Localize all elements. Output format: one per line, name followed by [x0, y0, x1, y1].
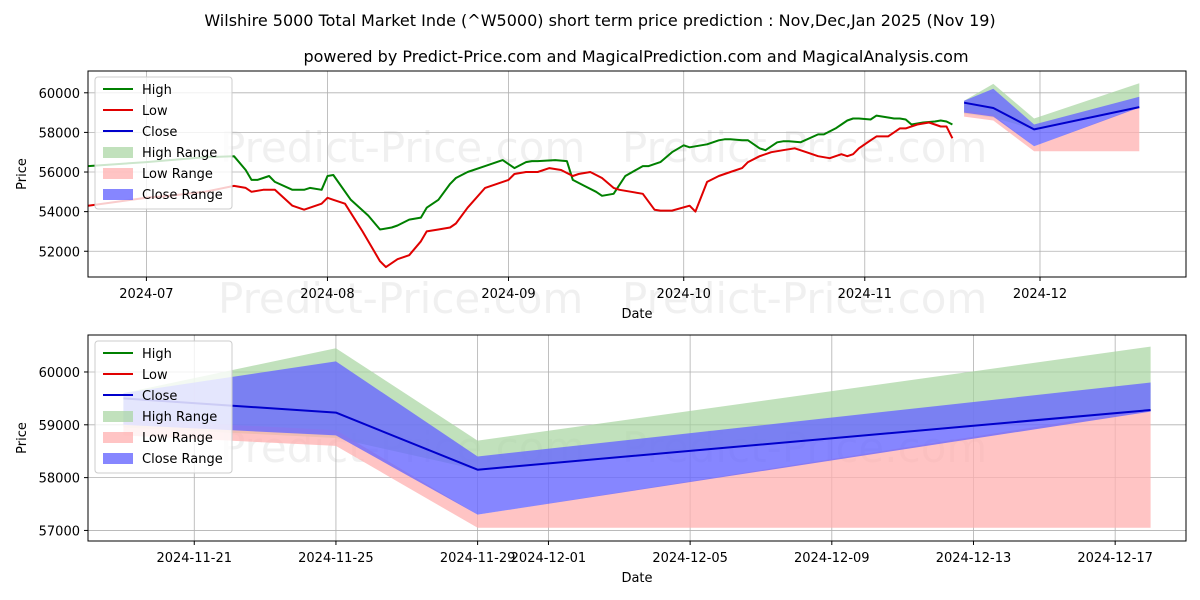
legend-low-range-swatch [103, 432, 133, 443]
legend-high-label: High [142, 347, 172, 362]
legend-high-range-swatch [103, 411, 133, 422]
legend-close-range-label: Close Range [142, 452, 223, 467]
x-tick-label: 2024-10 [657, 287, 711, 302]
chart-legend: High Low Close High Range Low Range Close Ran… [94, 76, 233, 210]
watermark-text: Predict-Price.com [622, 274, 987, 323]
y-axis-label: Price [15, 422, 30, 454]
legend-low-label: Low [142, 368, 168, 383]
chart-subtitle: powered by Predict-Price.com and Magical… [303, 47, 968, 66]
x-axis-label: Date [621, 571, 652, 586]
x-tick-label: 2024-12-05 [652, 551, 728, 566]
legend-close-range-swatch [103, 453, 133, 464]
legend-high-range-label: High Range [142, 410, 217, 425]
forecast-chart-panel: Predict-Price.comPredict-Price.com2024-1… [15, 334, 1187, 586]
legend-close-label: Close [142, 389, 177, 404]
x-tick-label: 2024-09 [481, 287, 535, 302]
y-axis-label: Price [15, 158, 30, 190]
legend-low-label: Low [142, 104, 168, 119]
watermark-text: Predict-Price.com [220, 123, 585, 172]
y-tick-label: 57000 [39, 524, 80, 539]
x-axis-label: Date [621, 307, 652, 322]
legend-close-label: Close [142, 125, 177, 140]
low-range-band [123, 408, 1151, 528]
legend-close-range-label: Close Range [142, 188, 223, 203]
watermark-text: Predict-Price.com [218, 274, 583, 323]
close-range-band [123, 361, 1151, 515]
y-tick-label: 52000 [39, 245, 80, 260]
low-range-band [964, 106, 1140, 152]
y-tick-label: 59000 [39, 419, 80, 434]
legend-close-range-swatch [103, 189, 133, 200]
legend-high-range-label: High Range [142, 146, 217, 161]
x-tick-label: 2024-11-25 [298, 551, 374, 566]
x-tick-label: 2024-08 [300, 287, 354, 302]
close-range-band [964, 88, 1140, 147]
y-tick-label: 58000 [39, 472, 80, 487]
x-tick-label: 2024-12-13 [936, 551, 1012, 566]
history-chart-panel: Predict-Price.com Predict-Price.com Predic… [15, 70, 1187, 323]
x-tick-label: 2024-11 [838, 287, 892, 302]
legend-low-range-label: Low Range [142, 167, 213, 182]
plot-area [88, 83, 1140, 269]
axes-frame [87, 70, 1187, 278]
low-series-line [88, 121, 954, 269]
chart-legend: High Low Close High Range Low Range Close Ran… [94, 340, 233, 474]
x-tick-label: 2024-11-29 [440, 551, 516, 566]
axes-frame [87, 334, 1187, 542]
y-tick-label: 58000 [39, 126, 80, 141]
y-tick-label: 60000 [39, 366, 80, 381]
x-tick-label: 2024-07 [119, 287, 173, 302]
y-tick-label: 56000 [39, 166, 80, 181]
y-tick-label: 60000 [39, 87, 80, 102]
watermark-text: Predict-Price.com [622, 123, 987, 172]
legend-low-range-swatch [103, 168, 133, 179]
x-tick-label: 2024-12-09 [794, 551, 870, 566]
legend-low-range-label: Low Range [142, 431, 213, 446]
x-tick-label: 2024-11-21 [156, 551, 232, 566]
x-tick-label: 2024-12 [1013, 287, 1067, 302]
legend-high-range-swatch [103, 147, 133, 158]
close-series-line [963, 101, 1140, 131]
x-tick-label: 2024-12-17 [1077, 551, 1153, 566]
chart-title: Wilshire 5000 Total Market Inde (^W5000)… [204, 11, 995, 30]
x-tick-label: 2024-12-01 [511, 551, 587, 566]
plot-area [123, 346, 1151, 528]
high-series-line [88, 114, 953, 231]
y-tick-label: 54000 [39, 206, 80, 221]
legend-high-label: High [142, 83, 172, 98]
